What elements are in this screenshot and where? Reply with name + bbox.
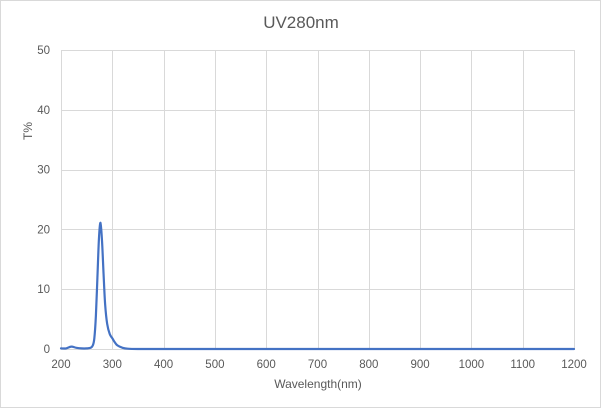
- y-tick-label: 10: [37, 284, 50, 296]
- x-tick-label: 300: [103, 359, 122, 371]
- y-tick-label: 40: [37, 105, 50, 117]
- y-axis-label: T%: [21, 122, 35, 140]
- x-tick-label: 200: [51, 359, 70, 371]
- x-tick-label: 600: [257, 359, 276, 371]
- y-tick-label: 30: [37, 165, 50, 177]
- x-tick-label: 800: [359, 359, 378, 371]
- x-tick-label: 1200: [561, 359, 587, 371]
- y-tick-label: 50: [37, 45, 50, 57]
- x-axis-ticks: 200 300 400 500 600 700 800 900 1000 1100 1200: [51, 359, 586, 371]
- series-line-transmittance: [59, 221, 576, 351]
- x-tick-label: 900: [411, 359, 430, 371]
- gridlines: [61, 50, 575, 350]
- x-tick-label: 1000: [459, 359, 485, 371]
- x-axis-label: Wavelength(nm): [274, 377, 362, 391]
- chart-title: UV280nm: [263, 13, 339, 32]
- y-tick-label: 20: [37, 224, 50, 236]
- y-axis-ticks: 0 10 20 30 40 50: [37, 45, 50, 356]
- x-tick-label: 400: [154, 359, 173, 371]
- y-tick-label: 0: [44, 344, 50, 356]
- x-tick-label: 700: [308, 359, 327, 371]
- x-tick-label: 1100: [510, 359, 535, 371]
- x-tick-label: 500: [205, 359, 224, 371]
